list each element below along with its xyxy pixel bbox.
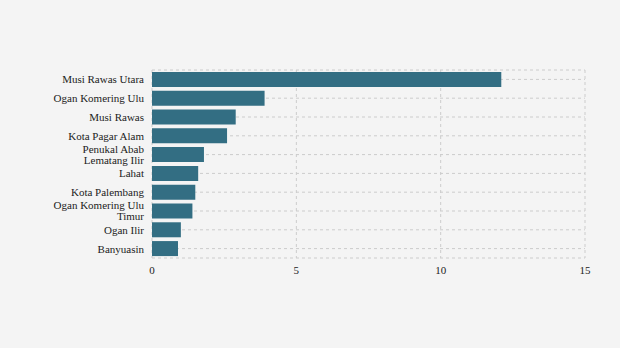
svg-text:Musi Rawas: Musi Rawas [89,111,144,123]
svg-text:Ogan Komering UluTimur: Ogan Komering UluTimur [54,199,145,222]
svg-text:15: 15 [580,264,592,276]
svg-text:Kota Pagar Alam: Kota Pagar Alam [68,130,144,142]
svg-text:5: 5 [294,264,300,276]
svg-text:10: 10 [435,264,447,276]
svg-text:Penukal AbabLematang Ilir: Penukal AbabLematang Ilir [83,143,145,166]
svg-text:Kota Palembang: Kota Palembang [71,186,145,198]
svg-text:Banyuasin: Banyuasin [98,243,145,255]
svg-text:Ogan Komering Ulu: Ogan Komering Ulu [54,92,145,104]
svg-text:Musi Rawas Utara: Musi Rawas Utara [62,73,144,85]
svg-text:Lahat: Lahat [119,167,144,179]
svg-text:0: 0 [149,264,155,276]
svg-text:Ogan Ilir: Ogan Ilir [104,224,144,236]
